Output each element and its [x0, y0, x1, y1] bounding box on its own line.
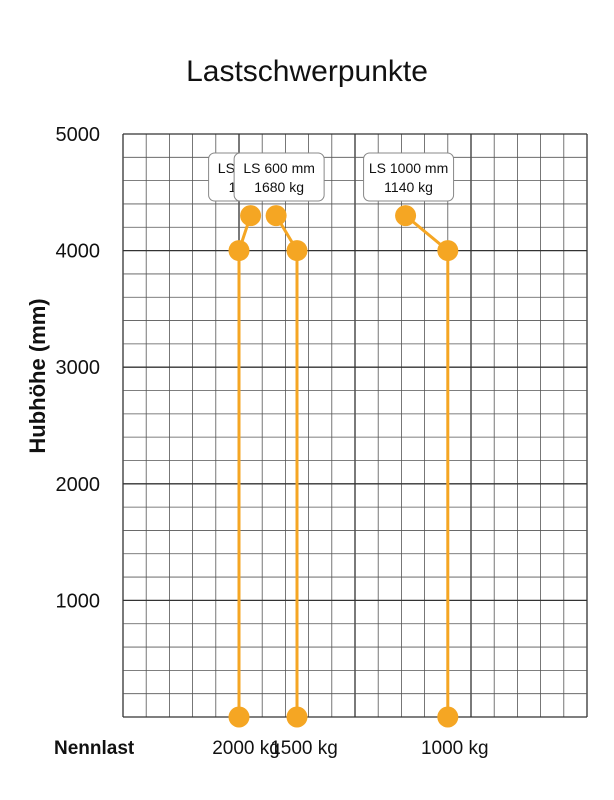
data-point [240, 205, 262, 227]
series-line [404, 214, 450, 717]
series-label-capacity: 1680 kg [254, 179, 304, 195]
y-tick-label: 1000 [56, 590, 101, 612]
series-label-box [233, 152, 325, 202]
data-point [228, 240, 250, 262]
x-tick-label: 2000 kg [212, 738, 280, 759]
data-point [286, 240, 308, 262]
x-tick-label: 1500 kg [270, 738, 338, 759]
data-point [286, 706, 308, 728]
data-point [437, 240, 459, 262]
data-point [265, 205, 287, 227]
x-tick-label: 1000 kg [421, 738, 489, 759]
y-tick-label: 2000 [56, 474, 101, 496]
data-point [437, 706, 459, 728]
data-point [395, 205, 417, 227]
series-label-name: LS 600 mm [243, 160, 315, 176]
y-tick-label: 5000 [56, 124, 101, 146]
x-axis-label: Nennlast [54, 738, 135, 759]
y-tick-label: 3000 [56, 357, 101, 379]
series-line [274, 214, 299, 717]
data-point [228, 706, 250, 728]
y-tick-label: 4000 [56, 241, 101, 263]
series-label-capacity: 1140 kg [384, 179, 433, 195]
series-label-box [363, 152, 455, 202]
series-label-name: LS 1000 mm [369, 160, 448, 176]
chart-title: Lastschwerpunkte [186, 55, 428, 88]
series-line [237, 215, 253, 717]
